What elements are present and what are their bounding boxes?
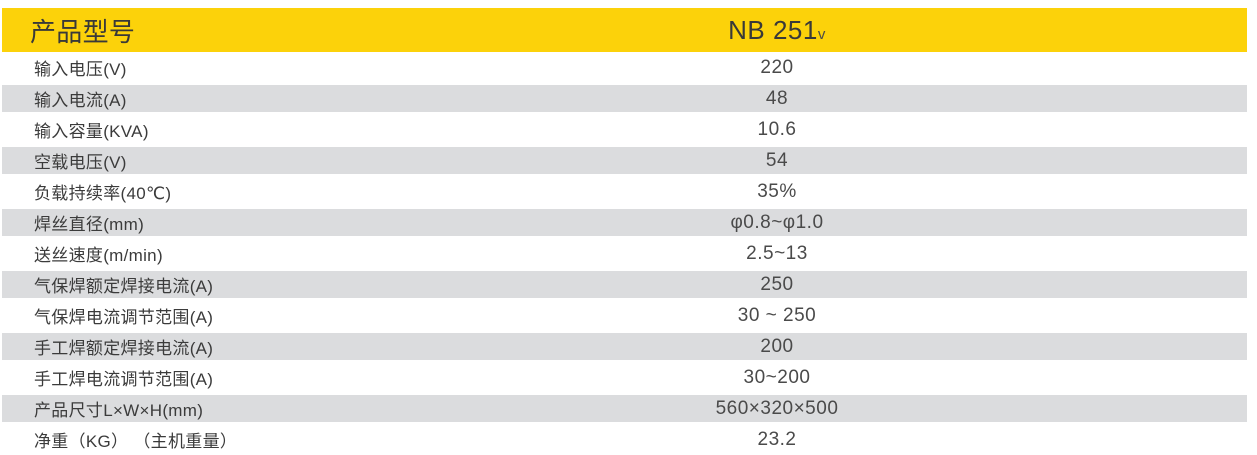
spec-label: 手工焊额定焊接电流(A) (34, 339, 214, 358)
spec-value: 23.2 (757, 428, 797, 450)
spec-value: 54 (765, 149, 789, 171)
product-spec-table: 产品型号 NB 251v 输入电压(V) 220 输入电流(A) 48 输入容量… (2, 8, 1247, 455)
spec-value: 35% (757, 180, 797, 202)
table-row: 空载电压(V) 54 (2, 145, 1247, 176)
spec-label: 输入电压(V) (34, 60, 127, 79)
spec-value: 560×320×500 (715, 397, 839, 419)
spec-value: 48 (765, 87, 789, 109)
spec-label: 气保焊额定焊接电流(A) (34, 277, 214, 296)
table-row: 输入容量(KVA) 10.6 (2, 114, 1247, 145)
spec-label: 净重（KG） （主机重量） (34, 432, 238, 451)
spec-label: 空载电压(V) (34, 153, 127, 172)
spec-label: 焊丝直径(mm) (34, 215, 145, 234)
spec-label: 负载持续率(40℃) (34, 184, 172, 203)
spec-label: 产品尺寸L×W×H(mm) (34, 401, 204, 420)
model-suffix: v (817, 25, 826, 43)
spec-value: 250 (760, 273, 794, 295)
spec-label: 输入电流(A) (34, 91, 127, 110)
table-row: 气保焊电流调节范围(A) 30 ~ 250 (2, 300, 1247, 331)
spec-label: 送丝速度(m/min) (34, 246, 163, 265)
product-model-value: NB 251v (442, 15, 1112, 46)
spec-label: 输入容量(KVA) (34, 122, 149, 141)
table-row: 手工焊额定焊接电流(A) 200 (2, 331, 1247, 362)
table-row: 输入电压(V) 220 (2, 52, 1247, 83)
table-row: 气保焊额定焊接电流(A) 250 (2, 269, 1247, 300)
spec-value: 30 ~ 250 (737, 304, 817, 326)
product-model-header-label: 产品型号 (30, 16, 136, 47)
spec-value: 200 (760, 335, 794, 357)
model-name: NB 251 (728, 14, 818, 45)
table-row: 焊丝直径(mm) φ0.8~φ1.0 (2, 207, 1247, 238)
spec-value: 10.6 (757, 118, 797, 140)
table-header-row: 产品型号 NB 251v (2, 8, 1247, 52)
spec-label: 气保焊电流调节范围(A) (34, 308, 214, 327)
table-row: 输入电流(A) 48 (2, 83, 1247, 114)
spec-value: 2.5~13 (746, 242, 808, 264)
spec-value: 220 (760, 56, 794, 78)
table-row: 手工焊电流调节范围(A) 30~200 (2, 362, 1247, 393)
table-row: 送丝速度(m/min) 2.5~13 (2, 238, 1247, 269)
table-row: 产品尺寸L×W×H(mm) 560×320×500 (2, 393, 1247, 424)
table-row: 负载持续率(40℃) 35% (2, 176, 1247, 207)
spec-value: φ0.8~φ1.0 (730, 211, 824, 233)
table-row: 净重（KG） （主机重量） 23.2 (2, 424, 1247, 455)
spec-value: 30~200 (743, 366, 811, 388)
spec-label: 手工焊电流调节范围(A) (34, 370, 214, 389)
